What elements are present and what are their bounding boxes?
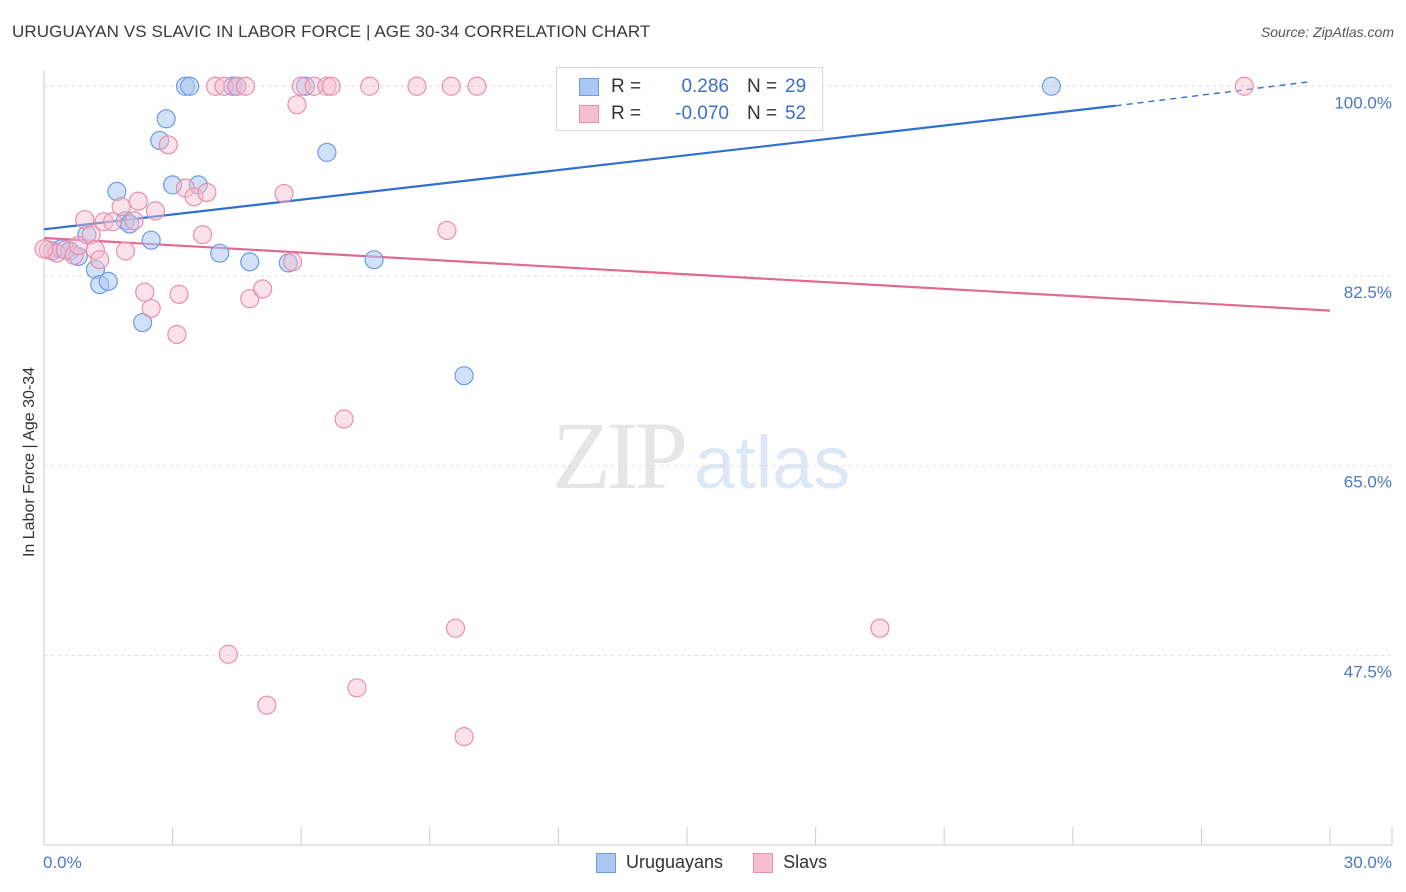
slavs-point: [334, 409, 354, 429]
series-legend: Uruguayans Slavs: [596, 852, 857, 873]
legend-n-label: N =: [747, 76, 778, 97]
slavs-point: [102, 212, 123, 232]
legend-swatch-uruguayans: [579, 78, 599, 96]
slavs-point: [167, 324, 187, 345]
series-label-slavs: Slavs: [783, 852, 828, 872]
chart-title: URUGUAYAN VS SLAVIC IN LABOR FORCE | AGE…: [12, 22, 651, 41]
slavs-point: [283, 252, 303, 272]
y-tick-label: 100.0%: [1334, 93, 1392, 112]
series-swatch-slavs: [753, 852, 774, 873]
legend-r-value: -0.070: [675, 103, 729, 124]
slavs-point: [235, 76, 256, 96]
watermark-atlas: atlas: [694, 421, 851, 504]
slavs-point: [218, 644, 238, 664]
legend-r-value: 0.286: [681, 76, 729, 97]
grid-layer: [44, 85, 1392, 656]
legend-row-uruguayans: R = 0.286 N = 29: [579, 74, 806, 100]
slavs-point: [407, 76, 427, 96]
uruguayans-point: [454, 366, 474, 386]
y-tick-label: 47.5%: [1344, 662, 1392, 681]
uruguayans-point: [364, 250, 384, 270]
uruguayans-point: [150, 130, 170, 151]
slavs-point: [454, 727, 474, 747]
correlation-legend: R = 0.286 N = 29 R = -0.070 N = 52: [556, 67, 823, 131]
x-axis-max-label: 30.0%: [1343, 853, 1392, 872]
slavs-point: [257, 695, 277, 715]
x-axis-min-label: 0.0%: [43, 853, 82, 872]
uruguayans-point: [240, 252, 260, 272]
point-layer: [34, 76, 1254, 747]
watermark: ZIP atlas: [552, 400, 850, 511]
legend-n-value: 52: [785, 103, 807, 124]
tick-label-layer: 47.5% 65.0% 82.5% 100.0%: [1334, 93, 1392, 681]
watermark-zip: ZIP: [552, 402, 688, 509]
uruguayans-point: [1041, 76, 1061, 96]
slavs-point: [81, 225, 101, 245]
slavs-point: [169, 284, 189, 304]
y-axis-label: In Labor Force | Age 30-34: [21, 366, 38, 558]
uruguayans-point: [180, 76, 200, 96]
series-legend-uruguayans[interactable]: Uruguayans: [596, 852, 723, 873]
series-label-uruguayans: Uruguayans: [626, 852, 724, 872]
slavs-point: [441, 76, 461, 96]
slavs-point: [193, 225, 213, 245]
chart-source: Source: ZipAtlas.com: [1260, 24, 1394, 40]
slavs-point: [124, 211, 144, 231]
slavs-point: [85, 240, 106, 260]
y-tick-label: 82.5%: [1344, 283, 1392, 302]
legend-n-value: 29: [785, 76, 807, 97]
uruguayans-point: [107, 181, 127, 201]
legend-r-label: R =: [611, 76, 642, 97]
slavs-point: [111, 196, 131, 217]
slavs-point: [141, 298, 161, 319]
legend-r-label: R =: [611, 103, 642, 124]
uruguayans-point: [317, 142, 337, 162]
axis-layer: [43, 70, 1393, 846]
slavs-point: [128, 191, 148, 211]
slavs-point: [184, 187, 204, 207]
trend-layer: [43, 81, 1331, 312]
slavs-point: [317, 76, 337, 96]
slavs-point: [64, 245, 84, 265]
y-tick-label: 65.0%: [1344, 473, 1392, 492]
slavs-point: [321, 76, 341, 96]
slavs-point: [467, 76, 487, 96]
slavs-point: [360, 76, 380, 96]
slavs-point: [90, 250, 110, 270]
slavs-point: [347, 678, 367, 698]
slavs-point: [34, 239, 54, 259]
slavs-point: [135, 282, 155, 302]
uruguayans-trendline-extension: [1115, 81, 1309, 107]
slavs-point: [437, 220, 457, 241]
slavs-point: [115, 241, 136, 261]
slavs-point: [158, 135, 178, 155]
uruguayans-point: [210, 243, 230, 263]
slavs-trendline: [43, 236, 1331, 312]
slavs-point: [870, 618, 890, 638]
slavs-point: [197, 182, 217, 203]
series-legend-slavs[interactable]: Slavs: [753, 852, 827, 873]
uruguayans-point: [132, 312, 153, 333]
legend-row-slavs: R = -0.070 N = 52: [579, 101, 806, 127]
uruguayans-point: [98, 271, 118, 291]
slavs-point: [287, 95, 307, 115]
slavs-point: [240, 289, 260, 309]
slavs-point: [445, 618, 466, 638]
slavs-point: [145, 201, 166, 221]
slavs-point: [253, 279, 273, 299]
uruguayans-point: [141, 230, 161, 250]
legend-swatch-slavs: [579, 105, 599, 123]
series-swatch-uruguayans: [596, 852, 616, 873]
slavs-point: [1234, 76, 1254, 96]
legend-n-label: N =: [747, 103, 778, 124]
uruguayans-trendline: [43, 104, 1116, 231]
slavs-point: [274, 183, 294, 204]
uruguayans-point: [156, 109, 176, 129]
